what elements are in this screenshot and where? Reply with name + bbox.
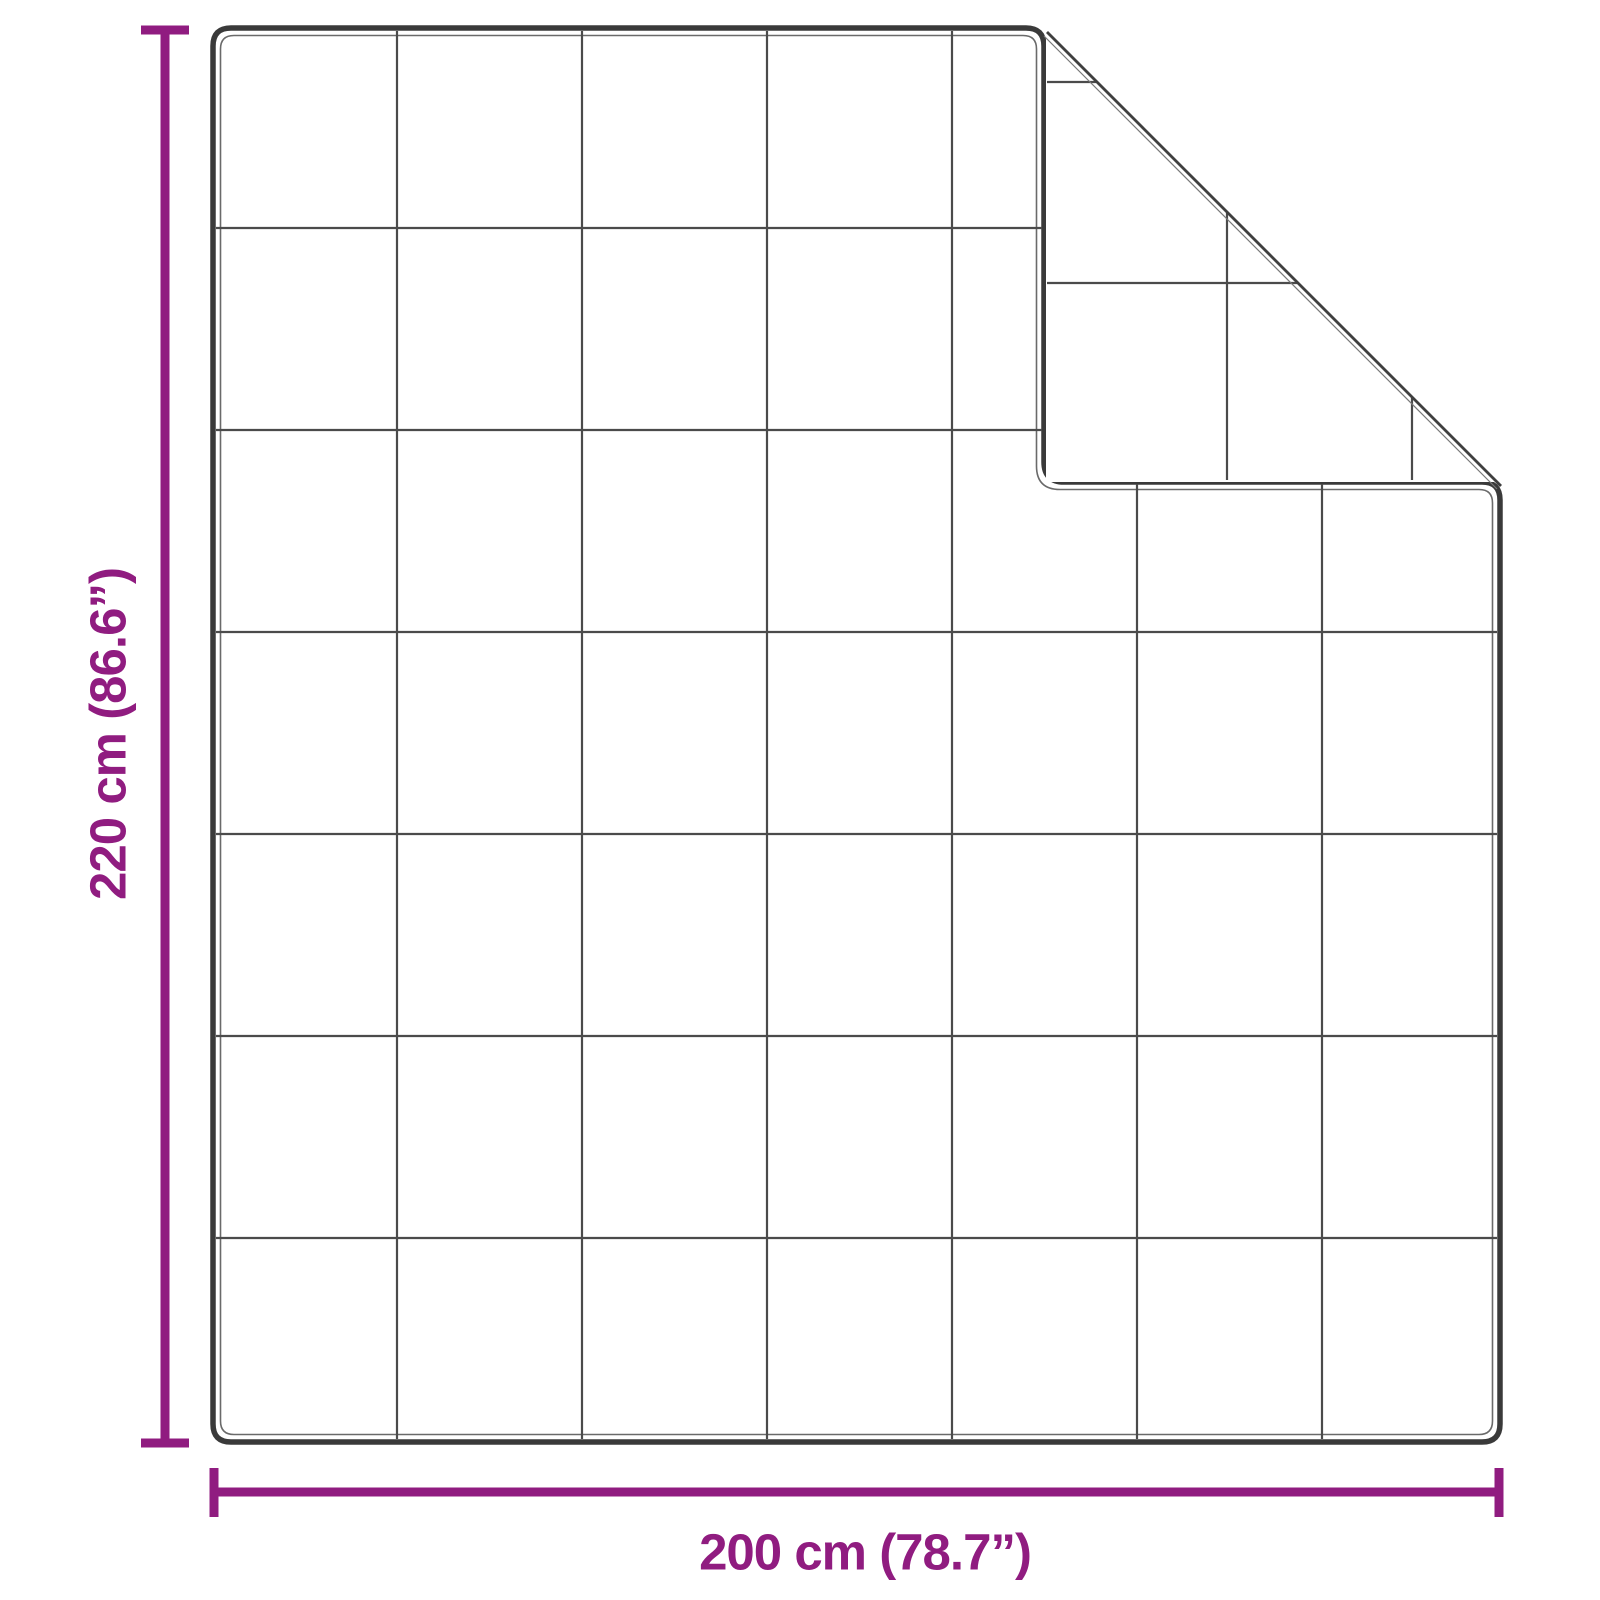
- dimension-lines: [141, 25, 1504, 1517]
- blanket-inner-edge: [219, 34, 1494, 1436]
- horizontal-dimension-label: 200 cm (78.7”): [699, 1523, 1032, 1581]
- blanket-body: [210, 25, 1503, 1445]
- blanket-outline: [210, 25, 1503, 1445]
- quilt-grid: [216, 31, 1497, 1439]
- fold-crease-line: [1046, 31, 1502, 487]
- vertical-dimension-label: 220 cm (86.6”): [79, 568, 137, 900]
- fold-crease-inner-line: [1043, 35, 1498, 490]
- folded-corner-flap: [1043, 31, 1502, 490]
- flap-quilt-grid: [1047, 80, 1414, 480]
